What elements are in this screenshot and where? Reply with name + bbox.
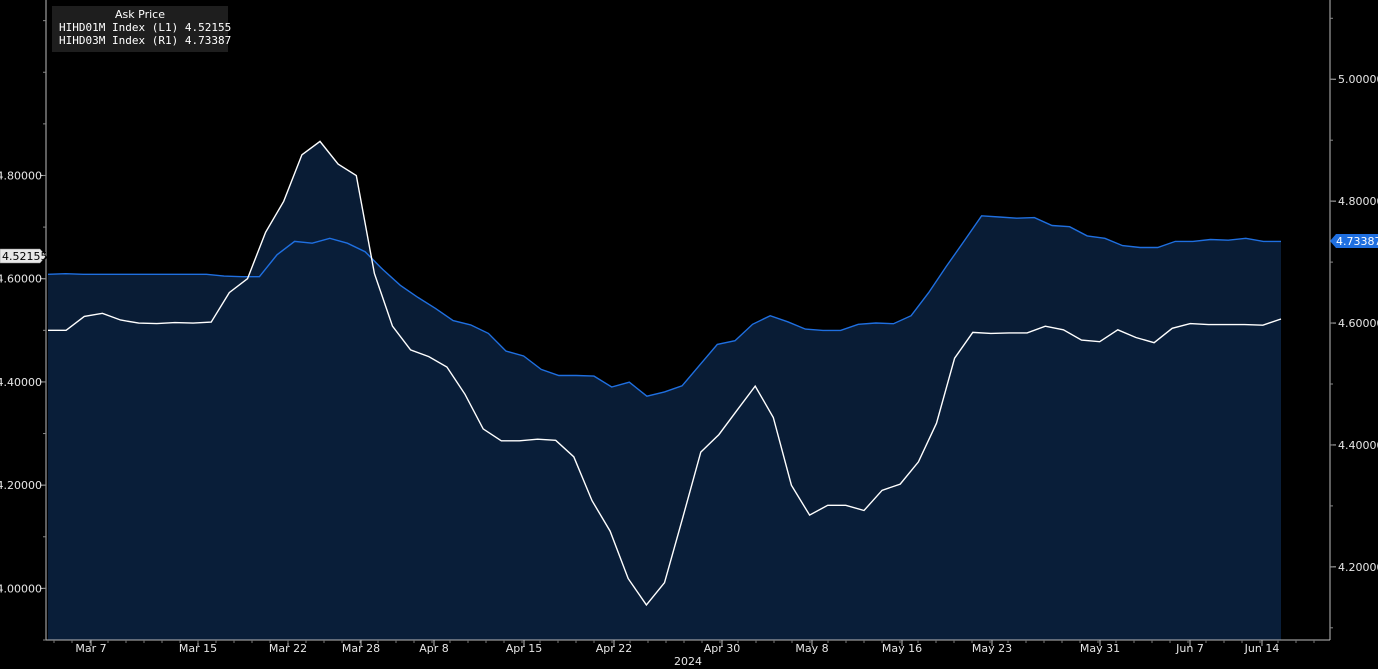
right-last-value-label: 4.73387	[1336, 235, 1378, 248]
right-last-value-tag: 4.73387	[1330, 234, 1378, 248]
right-tick-label: 5.00000	[1338, 73, 1378, 86]
year-label: 2024	[674, 655, 702, 668]
right-tick-label: 4.40000	[1338, 439, 1378, 452]
left-last-value-tag: 4.52155	[0, 248, 48, 264]
left-tick-label: 4.40000	[0, 376, 42, 389]
legend: Ask Price HIHD01M Index (L1) 4.52155 HIH…	[52, 6, 232, 52]
right-tick-label: 4.80000	[1338, 195, 1378, 208]
right-tick-label: 4.20000	[1338, 561, 1378, 574]
left-tick-label: 4.80000	[0, 169, 42, 182]
left-tick-label: 4.20000	[0, 479, 42, 492]
series-line-hihd03m index	[47, 215, 1281, 397]
left-tick-label: 4.60000	[0, 273, 42, 286]
series-area-2	[48, 215, 1281, 641]
x-tick-label: Mar 15	[179, 642, 217, 655]
x-tick-label: May 23	[972, 642, 1012, 655]
right-tick-label: 4.60000	[1338, 317, 1378, 330]
x-tick-label: May 8	[795, 642, 828, 655]
x-tick-label: May 31	[1080, 642, 1120, 655]
series-line-hihd01m index	[48, 140, 1282, 607]
left-tick-label: 4.00000	[0, 582, 42, 595]
x-tick-label: Jun 7	[1175, 642, 1204, 655]
x-tick-label: Jun 14	[1244, 642, 1280, 655]
tick-layer: 4.00000 4.20000 4.40000 4.60000 4.80000 4.200…	[0, 17, 1378, 655]
legend-label-hihd03m: HIHD03M Index (R1) 4.73387	[59, 34, 232, 47]
x-tick-label: Apr 15	[506, 642, 543, 655]
x-tick-label: Apr 30	[704, 642, 741, 655]
line-layer	[47, 140, 1282, 607]
legend-item-hihd03m: HIHD03M Index (R1) 4.73387	[56, 34, 232, 47]
x-tick-label: May 16	[882, 642, 922, 655]
x-tick-label: Mar 7	[75, 642, 106, 655]
area-layer	[48, 141, 1281, 641]
legend-label-hihd01m: HIHD01M Index (L1) 4.52155	[59, 21, 232, 34]
left-last-value-label: 4.52155	[2, 250, 48, 263]
x-tick-label: Mar 22	[269, 642, 307, 655]
x-tick-label: Apr 8	[419, 642, 449, 655]
x-tick-label: Apr 22	[596, 642, 633, 655]
legend-title: Ask Price	[115, 8, 165, 21]
legend-item-hihd01m: HIHD01M Index (L1) 4.52155	[56, 21, 232, 34]
x-tick-label: Mar 28	[342, 642, 380, 655]
